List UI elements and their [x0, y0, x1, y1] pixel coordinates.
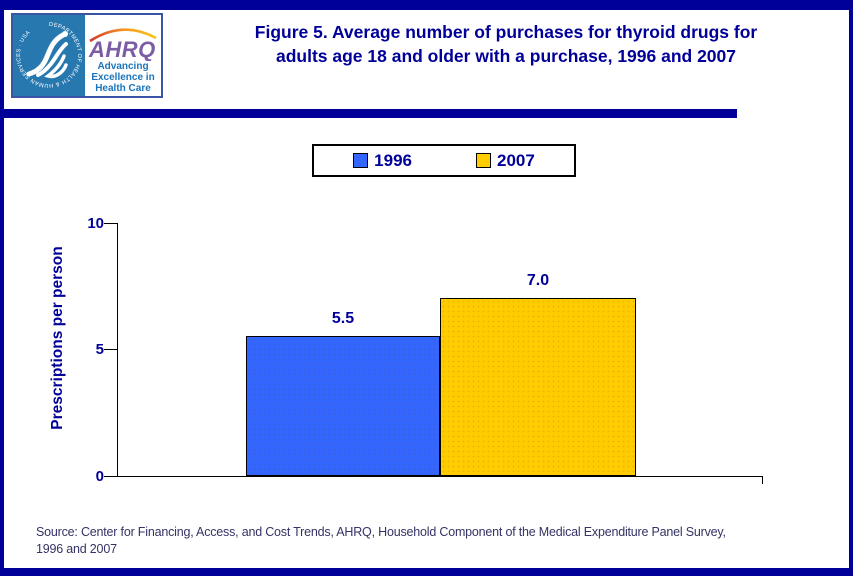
legend-swatch-1996	[353, 153, 369, 168]
ahrq-wordmark: AHRQ Advancing Excellence in Health Care	[85, 15, 161, 96]
ahrq-tagline: Advancing Excellence in Health Care	[91, 61, 154, 94]
figure-title: Figure 5. Average number of purchases fo…	[170, 20, 842, 68]
source-note: Source: Center for Financing, Access, an…	[36, 524, 836, 558]
y-tick-0	[104, 476, 117, 477]
x-axis-line	[117, 476, 763, 477]
ahrq-arc-icon: AHRQ	[88, 28, 157, 61]
y-tick-5	[104, 349, 117, 350]
bar-value-label-2007: 7.0	[526, 272, 550, 289]
y-tick-10	[104, 223, 117, 224]
figure-title-line1: Figure 5. Average number of purchases fo…	[254, 22, 758, 42]
y-tick-label-0: 0	[95, 468, 104, 485]
tagline-line2: Excellence in	[91, 72, 155, 83]
tagline-line3: Health Care	[95, 83, 151, 94]
figure-title-line2: adults age 18 and older with a purchase,…	[275, 46, 737, 66]
page-border-right	[849, 0, 853, 576]
legend-item-2007: 2007	[476, 151, 535, 171]
bar-1996	[246, 336, 440, 476]
legend-swatch-2007	[476, 153, 491, 168]
legend-item-1996: 1996	[353, 151, 412, 171]
page-border-bottom	[0, 568, 853, 576]
ahrq-hhs-logo: DEPARTMENT OF HEALTH & HUMAN SERVICES · …	[11, 13, 163, 98]
hhs-eagle-icon: DEPARTMENT OF HEALTH & HUMAN SERVICES · …	[16, 22, 82, 88]
y-tick-label-10: 10	[87, 215, 104, 232]
y-tick-label-5: 5	[95, 341, 104, 358]
y-axis-title: Prescriptions per person	[49, 246, 66, 430]
tagline-line1: Advancing	[97, 61, 149, 72]
source-line1: Source: Center for Financing, Access, an…	[36, 525, 726, 539]
chart-legend: 1996 2007	[312, 144, 576, 177]
y-axis-line	[117, 223, 118, 477]
legend-label-2007: 2007	[497, 150, 535, 170]
header-divider-bar	[4, 109, 737, 118]
legend-label-1996: 1996	[374, 150, 412, 170]
source-line2: 1996 and 2007	[36, 542, 117, 556]
page-border-left	[0, 0, 4, 576]
x-axis-end-tick	[762, 477, 763, 484]
ahrq-acronym-text: AHRQ	[88, 37, 156, 61]
bar-value-label-1996: 5.5	[331, 310, 355, 327]
page-border-top	[0, 0, 853, 10]
bar-2007	[440, 298, 636, 476]
hhs-seal: DEPARTMENT OF HEALTH & HUMAN SERVICES · …	[13, 15, 85, 96]
